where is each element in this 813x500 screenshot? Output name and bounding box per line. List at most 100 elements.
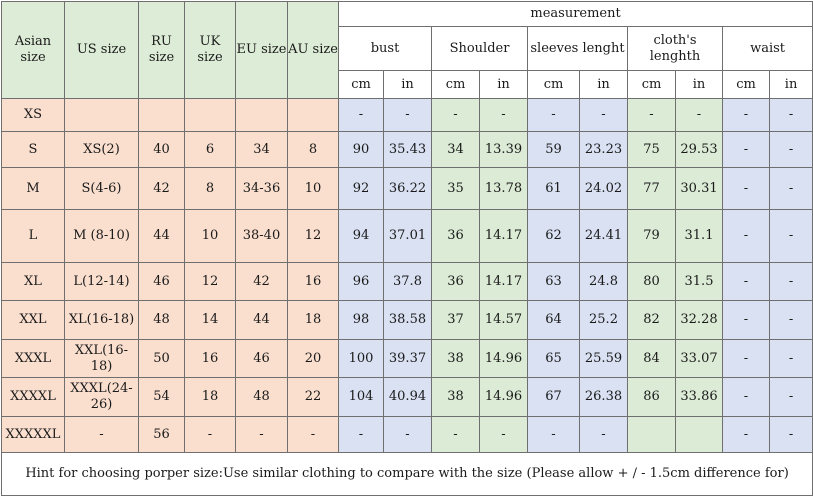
au-size-cell: 22 (287, 377, 339, 417)
cloth-length-in-cell: 30.31 (675, 167, 723, 210)
header-cloth-length: cloth's lenghth (627, 26, 723, 71)
header-bust: bust (338, 26, 432, 71)
shoulder-in-cell: 14.17 (479, 262, 528, 301)
waist-cm-cell: - (722, 167, 770, 210)
asian-size-cell: XS (1, 98, 65, 132)
eu-size-cell: 46 (235, 339, 288, 378)
sleeves-in-cell: 24.41 (579, 209, 628, 263)
us-size-cell: XL(16-18) (64, 300, 139, 340)
sleeves-in-cell: 23.23 (579, 131, 628, 168)
bust-in-cell: 35.43 (383, 131, 432, 168)
cloth-length-cm-cell: 79 (627, 209, 676, 263)
bust-cm-cell: 90 (338, 131, 384, 168)
asian-size-cell: XXXL (1, 339, 65, 378)
unit-label: cm (338, 70, 384, 99)
cloth-length-cm-cell: 77 (627, 167, 676, 210)
us-size-cell: L(12-14) (64, 262, 139, 301)
waist-cm-cell: - (722, 262, 770, 301)
cloth-length-cm-cell: 86 (627, 377, 676, 417)
table-row: XL L(12-14) 46 12 42 16 96 37.8 36 14.17 63 24.8 80 3… (1, 262, 813, 301)
us-size-cell: S(4-6) (64, 167, 139, 210)
bust-cm-cell: 94 (338, 209, 384, 263)
cloth-length-in-cell: 31.1 (675, 209, 723, 263)
size-hint: Hint for choosing porper size:Use simila… (0, 452, 813, 496)
eu-size-cell (235, 98, 288, 132)
waist-in-cell: - (768, 377, 813, 417)
au-size-cell: 16 (287, 262, 339, 301)
shoulder-in-cell: - (479, 416, 528, 453)
unit-label: cm (627, 70, 676, 99)
bust-in-cell: 37.01 (383, 209, 432, 263)
waist-cm-cell: - (722, 339, 770, 378)
eu-size-cell: 38-40 (235, 209, 288, 263)
uk-size-cell: 16 (184, 339, 236, 378)
unit-label: in (675, 70, 723, 99)
cloth-length-cm-cell: 75 (627, 131, 676, 168)
header-us-size: US size (64, 1, 139, 99)
asian-size-cell: L (1, 209, 65, 263)
shoulder-cm-cell: 35 (431, 167, 480, 210)
waist-cm-cell: - (722, 377, 770, 417)
ru-size-cell: 56 (138, 416, 185, 453)
sleeves-in-cell: 25.2 (579, 300, 628, 340)
au-size-cell: 8 (287, 131, 339, 168)
waist-in-cell: - (768, 167, 813, 210)
uk-size-cell: 14 (184, 300, 236, 340)
table-row: M S(4-6) 42 8 34-36 10 92 36.22 35 13.78 61 24.02 77… (1, 167, 813, 210)
cloth-length-cm-cell: 84 (627, 339, 676, 378)
ru-size-cell (138, 98, 185, 132)
table-row: XXL XL(16-18) 48 14 44 18 98 38.58 37 14.57 64 25.2… (1, 300, 813, 340)
shoulder-in-cell: 13.39 (479, 131, 528, 168)
waist-cm-cell: - (722, 98, 770, 132)
waist-cm-cell: - (722, 416, 770, 453)
ru-size-cell: 46 (138, 262, 185, 301)
unit-label: cm (431, 70, 480, 99)
au-size-cell: 12 (287, 209, 339, 263)
sleeves-in-cell: 26.38 (579, 377, 628, 417)
ru-size-cell: 50 (138, 339, 185, 378)
au-size-cell: 20 (287, 339, 339, 378)
us-size-cell: XXL(16-18) (64, 339, 139, 378)
sleeves-in-cell: - (579, 98, 628, 132)
cloth-length-cm-cell: 80 (627, 262, 676, 301)
unit-label: in (479, 70, 528, 99)
sleeves-cm-cell: 63 (527, 262, 580, 301)
ru-size-cell: 48 (138, 300, 185, 340)
waist-in-cell: - (768, 262, 813, 301)
us-size-cell (64, 98, 139, 132)
us-size-cell: XS(2) (64, 131, 139, 168)
eu-size-cell: - (235, 416, 288, 453)
size-rows: XS - - - - - - - - - - S XS(2) 40 6 34 8 90 35.43 34 13.39 59… (1, 98, 813, 453)
uk-size-cell: 6 (184, 131, 236, 168)
ru-size-cell: 40 (138, 131, 185, 168)
asian-size-cell: XXXXL (1, 377, 65, 417)
unit-label: in (768, 70, 813, 99)
bust-in-cell: 37.8 (383, 262, 432, 301)
au-size-cell (287, 98, 339, 132)
sleeves-in-cell: 24.8 (579, 262, 628, 301)
waist-cm-cell: - (722, 300, 770, 340)
asian-size-cell: XXXXXL (1, 416, 65, 453)
header-eu-size: EU size (235, 1, 288, 99)
header-uk-size: UK size (184, 1, 236, 99)
au-size-cell: 18 (287, 300, 339, 340)
us-size-cell: - (64, 416, 139, 453)
au-size-cell: 10 (287, 167, 339, 210)
table-row: XXXXL XXXL(24-26) 54 18 48 22 104 40.94 38 14.96 6… (1, 377, 813, 417)
uk-size-cell: 12 (184, 262, 236, 301)
cloth-length-cm-cell: - (627, 98, 676, 132)
shoulder-cm-cell: 38 (431, 377, 480, 417)
bust-in-cell: 38.58 (383, 300, 432, 340)
eu-size-cell: 48 (235, 377, 288, 417)
bust-in-cell: 40.94 (383, 377, 432, 417)
ru-size-cell: 44 (138, 209, 185, 263)
uk-size-cell: 10 (184, 209, 236, 263)
eu-size-cell: 44 (235, 300, 288, 340)
shoulder-in-cell: - (479, 98, 528, 132)
eu-size-cell: 34 (235, 131, 288, 168)
cloth-length-in-cell: 33.07 (675, 339, 723, 378)
us-size-cell: XXXL(24-26) (64, 377, 139, 417)
table-row: XXXXXL -56- - - - - - - - - - - (1, 416, 813, 453)
shoulder-in-cell: 14.17 (479, 209, 528, 263)
asian-size-cell: S (1, 131, 65, 168)
